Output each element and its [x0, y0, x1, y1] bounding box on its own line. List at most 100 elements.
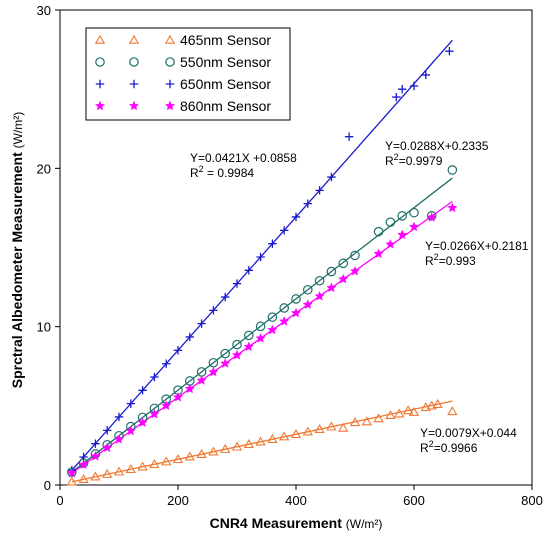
legend-entry: 550nm Sensor [95, 54, 271, 70]
data-point [243, 438, 254, 449]
x-tick-label: 600 [403, 493, 425, 508]
data-point [220, 358, 231, 368]
data-point [161, 400, 172, 410]
data-point [349, 417, 361, 427]
data-point [184, 383, 195, 394]
data-point [385, 217, 396, 227]
data-point [91, 439, 100, 448]
data-point [196, 448, 207, 458]
x-tick-label: 800 [521, 493, 543, 508]
data-point [373, 413, 384, 423]
data-point [344, 132, 354, 141]
data-point [445, 46, 454, 56]
axis-titles: CNR4 Measurement (W/m²) Sprctral Albedome… [9, 112, 382, 531]
data-point [232, 279, 242, 288]
data-point [373, 248, 384, 259]
data-point [113, 466, 125, 476]
data-point [208, 446, 219, 456]
data-point [326, 266, 337, 277]
data-point [267, 324, 278, 335]
legend-marker [95, 79, 105, 89]
data-point [209, 306, 218, 315]
data-point [326, 282, 337, 293]
series-650nm-sensor [67, 46, 454, 475]
data-point [78, 459, 89, 470]
fit-line [71, 39, 453, 471]
data-point [397, 211, 407, 221]
data-point [255, 321, 266, 332]
legend-marker [165, 79, 175, 89]
data-point [102, 468, 113, 478]
data-point [279, 431, 290, 441]
data-point [385, 410, 396, 420]
legend-label: 860nm Sensor [180, 98, 271, 114]
data-point [409, 81, 419, 91]
data-point [149, 408, 160, 419]
data-point [279, 316, 290, 326]
fit-line [71, 177, 453, 473]
data-point [426, 400, 437, 410]
data-point [149, 458, 160, 468]
r-squared: R2=0.9966 [420, 439, 478, 455]
data-point [185, 332, 194, 342]
x-axis-title: CNR4 Measurement (W/m²) [210, 515, 383, 531]
axes: 0 200 400 600 800 0 10 20 30 [37, 3, 543, 508]
data-point [373, 226, 384, 237]
data-point [398, 84, 407, 94]
data-point [314, 275, 325, 286]
data-point [173, 346, 183, 355]
data-point [138, 386, 147, 395]
data-point [255, 333, 266, 343]
data-point [172, 454, 184, 464]
data-point [244, 330, 254, 341]
data-point [208, 366, 219, 377]
legend-entry: 650nm Sensor [95, 76, 271, 92]
legend: 465nm Sensor 550nm Sensor 650nm Sensor 860n… [85, 27, 291, 121]
data-point [267, 312, 278, 322]
x-tick-label: 400 [285, 493, 307, 508]
series-465nm-sensor [66, 398, 458, 486]
data-point [432, 398, 443, 408]
data-point [66, 467, 77, 478]
y-tick-label: 20 [37, 161, 51, 176]
data-point [303, 199, 312, 208]
r-squared: R2=0.993 [425, 252, 476, 268]
data-point [338, 422, 349, 432]
legend-label: 650nm Sensor [180, 76, 271, 92]
data-point [349, 265, 361, 276]
data-point [447, 406, 458, 416]
data-point [314, 423, 325, 433]
legend-entry: 465nm Sensor [94, 32, 271, 48]
data-point [231, 441, 243, 451]
data-point [302, 426, 313, 436]
data-point [137, 461, 148, 471]
legend-box [85, 27, 291, 121]
data-point [338, 273, 349, 284]
series-860nm-sensor [66, 202, 458, 478]
data-point [447, 202, 458, 213]
data-point [256, 252, 265, 262]
data-point [327, 172, 336, 182]
data-point [408, 406, 420, 416]
data-point [243, 341, 254, 352]
legend-marker [129, 79, 139, 89]
y-tick-label: 10 [37, 320, 51, 335]
data-point [290, 307, 302, 318]
data-point [197, 319, 206, 328]
data-point [150, 372, 159, 382]
legend-label: 550nm Sensor [180, 54, 271, 70]
data-point [408, 221, 420, 232]
data-point [90, 451, 101, 461]
data-point [125, 464, 136, 474]
r-squared: R2=0.9979 [385, 152, 443, 168]
legend-marker [128, 34, 140, 44]
data-point [447, 165, 458, 175]
legend-marker [95, 57, 105, 67]
data-point [137, 417, 148, 427]
data-point [420, 402, 431, 412]
fit-equation: Y=0.0079X+0.044 [420, 426, 517, 440]
